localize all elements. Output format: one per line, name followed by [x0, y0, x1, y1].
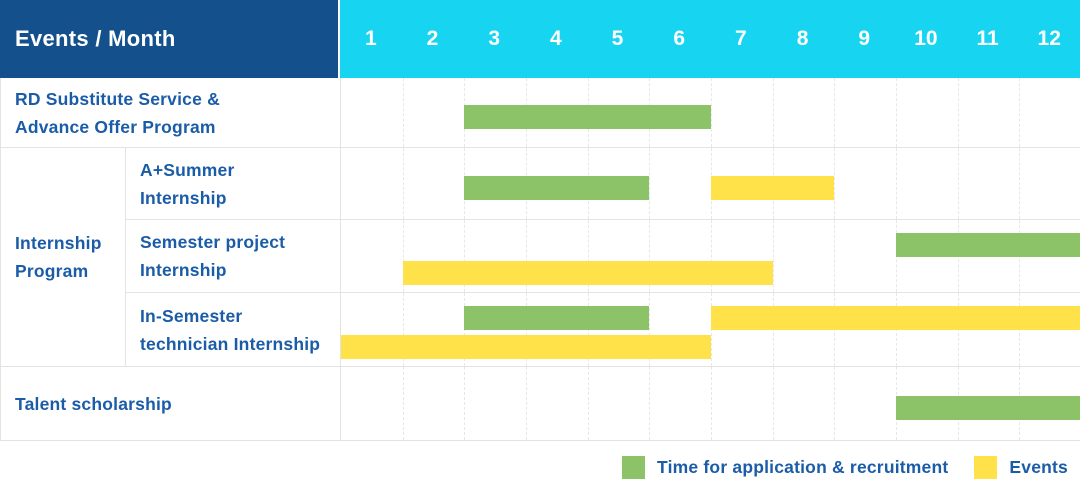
month-gridline [834, 367, 836, 440]
row-chart-area [341, 148, 1080, 220]
month-gridline [649, 293, 651, 366]
month-gridline [957, 78, 959, 147]
row-label: Talent scholarship [1, 367, 341, 441]
gantt-bar-application [896, 396, 1080, 420]
legend-item-application: Time for application & recruitment [622, 456, 948, 479]
month-gridline [649, 220, 651, 292]
month-column-label: 5 [611, 27, 624, 50]
month-column-label: 11 [976, 27, 999, 50]
month-gridline [772, 367, 774, 440]
month-gridline [896, 78, 897, 147]
months-header: 1 2 3 4 5 6 7 8 9 10 11 12 [340, 0, 1080, 78]
gantt-bar-application [464, 105, 711, 129]
month-gridline [587, 220, 589, 292]
month-gridline [649, 148, 651, 219]
month-column-label: 6 [673, 27, 686, 50]
month-column-label: 7 [735, 27, 747, 50]
month-gridline [587, 367, 589, 440]
month-gridline [649, 367, 651, 440]
month-column-label: 2 [426, 27, 439, 50]
month-gridline [957, 148, 959, 219]
row-chart-area [341, 220, 1080, 293]
month-column-label: 4 [550, 27, 562, 50]
month-gridline [402, 148, 404, 219]
month-gridline [772, 220, 774, 292]
month-column-label: 10 [914, 27, 938, 50]
month-gridline [711, 367, 712, 440]
month-gridline [464, 367, 466, 440]
gantt-bar-application [464, 306, 650, 330]
month-gridline [1019, 148, 1021, 219]
gantt-bar-event [402, 261, 773, 285]
gantt-bar-application [896, 233, 1080, 257]
month-gridline [402, 293, 404, 366]
month-gridline [896, 148, 897, 219]
month-gridline [711, 78, 712, 147]
month-gridline [464, 220, 466, 292]
month-gridline [834, 148, 836, 219]
month-column-label: 12 [1037, 27, 1061, 50]
month-column-label: 8 [796, 27, 809, 50]
gantt-table-body: RD Substitute Service & Advance Offer Pr… [0, 78, 1080, 441]
month-gridline [402, 78, 404, 147]
month-column-label: 1 [364, 27, 377, 50]
month-gridline [402, 367, 404, 440]
month-gridline [526, 220, 527, 292]
legend-swatch-event [974, 456, 998, 479]
row-chart-area [341, 367, 1080, 441]
row-label: In-Semester technician Internship [126, 293, 341, 367]
row-chart-area [341, 293, 1080, 367]
gantt-bar-event [341, 335, 711, 359]
month-gridline [711, 220, 712, 292]
events-month-header-label: Events / Month [15, 26, 176, 51]
legend-label: Events [1009, 457, 1068, 477]
row-group-label: Internship Program [1, 148, 126, 367]
row-chart-area [341, 78, 1080, 148]
month-gridline [402, 220, 404, 292]
month-gridline [772, 78, 774, 147]
table-header: Events / Month 1 2 3 4 5 6 7 8 9 10 11 12 [0, 0, 1080, 78]
month-gridline [1019, 78, 1021, 147]
gantt-bar-event [711, 176, 835, 200]
row-label: Semester project Internship [126, 220, 341, 293]
month-gridline [834, 220, 836, 292]
month-column-label: 3 [488, 27, 501, 50]
gantt-bar-event [711, 306, 1080, 330]
legend: Time for application & recruitment Events [0, 441, 1080, 494]
month-gridline [526, 367, 527, 440]
month-gridline [834, 78, 836, 147]
gantt-bar-application [464, 176, 650, 200]
month-column-label: 9 [858, 27, 871, 50]
legend-swatch-application [622, 456, 646, 479]
row-label: RD Substitute Service & Advance Offer Pr… [1, 78, 341, 148]
events-month-header-cell: Events / Month [0, 0, 340, 78]
row-label: A+Summer Internship [126, 148, 341, 220]
legend-item-event: Events [974, 456, 1068, 479]
legend-label: Time for application & recruitment [657, 457, 949, 477]
